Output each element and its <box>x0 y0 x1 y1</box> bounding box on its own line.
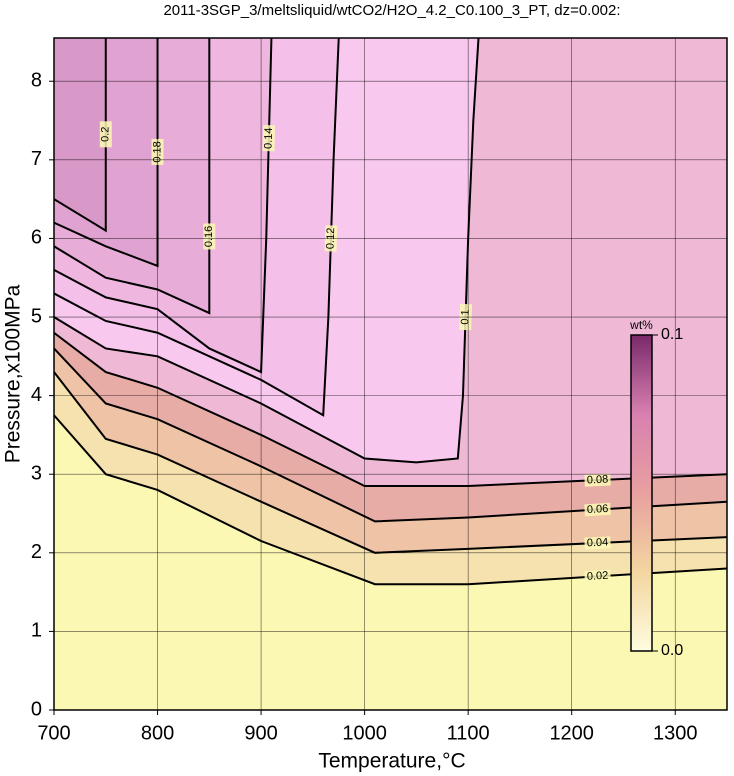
plot-frame <box>53 37 728 711</box>
colorbar <box>630 334 653 652</box>
colorbar-tick-label: 0.1 <box>661 326 683 343</box>
contour-line <box>54 38 480 464</box>
x-tick-label: 1300 <box>653 722 698 744</box>
y-tick-label: 0 <box>31 698 42 720</box>
contour-label: 0.14 <box>262 127 275 149</box>
x-tick-label: 1100 <box>447 722 490 744</box>
contour-line <box>54 38 107 233</box>
plot-area: 0.020.040.060.080.10.120.140.160.180.2 <box>54 38 727 586</box>
contour-label: 0.16 <box>203 226 215 247</box>
y-tick-label: 3 <box>31 462 42 484</box>
contour-label-bg <box>584 473 611 487</box>
contour-label-bg <box>262 125 276 152</box>
contour-label-group: 0.14 <box>262 125 276 152</box>
x-tick-label: 1000 <box>342 722 387 744</box>
contour-label-bg <box>99 121 112 148</box>
contour-label: 0.02 <box>587 570 609 583</box>
y-axis-label: Pressure,x100MPa <box>2 284 25 463</box>
contour-label-group: 0.2 <box>99 121 112 148</box>
contour-label-bg <box>203 223 216 250</box>
x-tick-label: 700 <box>37 722 70 744</box>
y-tick-label: 4 <box>31 384 42 406</box>
contour-fill <box>54 38 106 231</box>
contour-line <box>54 38 340 417</box>
contour-label-bg <box>584 536 611 550</box>
colorbar-tick-label: 0.0 <box>661 642 683 659</box>
contour-label-group: 0.04 <box>584 536 611 550</box>
x-tick-label: 1200 <box>549 722 594 744</box>
contour-line <box>54 38 211 315</box>
x-tick-label: 900 <box>244 722 277 744</box>
y-tick-label: 5 <box>31 305 42 327</box>
contour-label-group: 0.06 <box>584 502 611 517</box>
contour-label: 0.04 <box>587 536 609 549</box>
y-tick-label: 7 <box>31 148 42 170</box>
y-tick-label: 2 <box>31 541 42 563</box>
contour-label-bg <box>584 502 611 517</box>
contour-label-group: 0.16 <box>203 223 216 250</box>
y-tick-label: 6 <box>31 227 42 249</box>
contour-label: 0.06 <box>587 503 609 516</box>
y-tick-label: 8 <box>31 70 42 92</box>
x-tick-label: 800 <box>141 722 174 744</box>
y-tick-label: 1 <box>31 620 42 642</box>
contour-label-bg <box>584 569 611 584</box>
contour-label-group: 0.02 <box>584 569 611 584</box>
contour-label-group: 0.08 <box>584 473 611 487</box>
contour-label: 0.08 <box>587 474 609 487</box>
colorbar-title: wt% <box>629 318 653 332</box>
chart-title: 2011-3SGP_3/meltsliquid/wtCO2/H2O_4.2_C0… <box>163 2 620 19</box>
x-axis-label: Temperature,°C <box>318 750 465 773</box>
contour-label: 0.2 <box>100 127 112 142</box>
